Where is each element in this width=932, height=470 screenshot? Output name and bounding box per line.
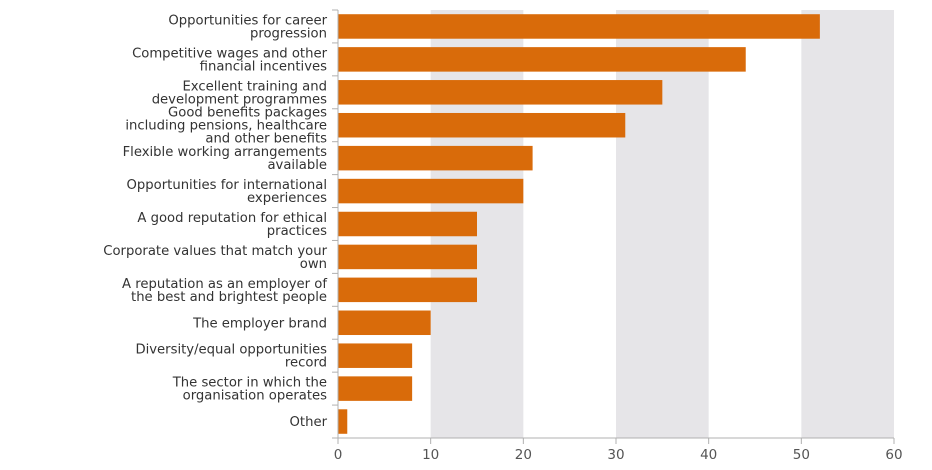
category-label-line: Diversity/equal opportunities xyxy=(135,343,327,358)
category-label-line: experiences xyxy=(247,191,327,206)
category-label-line: own xyxy=(300,257,327,272)
category-label: Opportunities for international experienc… xyxy=(127,178,328,206)
category-label: Opportunities for career progression xyxy=(168,13,327,41)
category-label-line: A reputation as an employer of xyxy=(122,277,327,292)
category-label: Other xyxy=(290,415,328,430)
bar xyxy=(338,178,524,204)
category-label: Excellent training and development progra… xyxy=(152,79,327,107)
category-label-line: Opportunities for international xyxy=(127,178,327,193)
category-label-line: practices xyxy=(267,224,327,239)
category-label-line: Good benefits packages xyxy=(168,106,327,121)
bar xyxy=(338,343,413,368)
bar xyxy=(338,47,746,72)
category-label: Good benefits packages including pensions… xyxy=(125,106,327,147)
x-tick-label: 60 xyxy=(885,447,902,463)
x-tick-label: 30 xyxy=(607,447,624,463)
bar xyxy=(338,145,533,171)
grid-band xyxy=(801,10,894,438)
category-label: Diversity/equal opportunities record xyxy=(135,343,327,371)
x-tick-labels: 0 10 20 30 40 50 60 xyxy=(334,447,903,463)
bar xyxy=(338,244,477,270)
bar xyxy=(338,409,348,434)
bar xyxy=(338,277,477,303)
category-label-line: record xyxy=(285,356,327,371)
category-labels: Opportunities for career progression Compe… xyxy=(103,13,327,430)
bar xyxy=(338,310,431,336)
category-label: A reputation as an employer of the best a… xyxy=(122,277,327,305)
x-tick-label: 40 xyxy=(700,447,717,463)
category-label-line: Corporate values that match your xyxy=(103,244,327,259)
category-label-line: development programmes xyxy=(152,92,327,107)
category-label-line: financial incentives xyxy=(200,59,327,74)
category-label-line: and other benefits xyxy=(205,132,327,147)
axes xyxy=(332,9,895,444)
category-label-line: available xyxy=(267,158,327,173)
category-label-line: Excellent training and xyxy=(182,79,327,94)
category-label: Competitive wages and other financial inc… xyxy=(132,46,328,74)
bar xyxy=(338,14,820,39)
category-label-line: Opportunities for career xyxy=(168,13,327,28)
bar xyxy=(338,211,477,237)
category-label-line: A good reputation for ethical xyxy=(137,211,327,226)
category-label-line: Competitive wages and other xyxy=(132,46,328,61)
category-label-line: The sector in which the xyxy=(172,376,327,391)
bar xyxy=(338,376,413,401)
bars xyxy=(338,14,820,434)
bar xyxy=(338,80,663,105)
grid-bands xyxy=(430,10,894,438)
category-label-line: Flexible working arrangements xyxy=(123,145,328,160)
category-label-line: The employer brand xyxy=(192,316,327,331)
category-label-line: Other xyxy=(290,415,328,430)
category-label: Corporate values that match your own xyxy=(103,244,327,272)
grid-band xyxy=(616,10,709,438)
category-label-line: the best and brightest people xyxy=(131,290,327,305)
x-tick-label: 20 xyxy=(515,447,532,463)
x-tick-label: 10 xyxy=(422,447,439,463)
x-tick-label: 50 xyxy=(793,447,810,463)
category-label: A good reputation for ethical practices xyxy=(137,211,327,239)
category-label-line: organisation operates xyxy=(183,389,327,404)
category-label: The sector in which the organisation oper… xyxy=(172,376,327,404)
category-label: Flexible working arrangements available xyxy=(123,145,328,173)
x-tick-label: 0 xyxy=(334,447,343,463)
category-label: The employer brand xyxy=(192,316,327,331)
category-label-line: progression xyxy=(250,26,327,41)
bar xyxy=(338,112,626,138)
category-label-line: including pensions, healthcare xyxy=(125,119,327,134)
